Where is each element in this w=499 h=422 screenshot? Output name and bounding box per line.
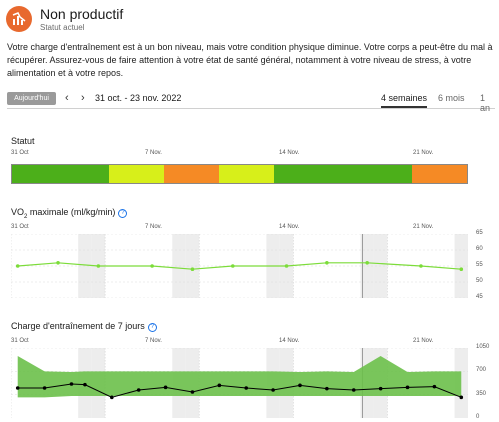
- optimal-range-band: [17, 356, 462, 398]
- vo2-chart: [11, 234, 468, 298]
- tab-1-year[interactable]: 1 an: [480, 93, 491, 113]
- charge-point: [217, 383, 222, 388]
- info-icon[interactable]: ?: [147, 323, 157, 332]
- charge-point: [190, 390, 195, 394]
- date-label: 31 Oct: [11, 338, 29, 344]
- today-button[interactable]: Aujourd'hui: [7, 92, 56, 105]
- chevron-left-icon[interactable]: ‹: [65, 92, 69, 104]
- charge-point: [110, 395, 114, 400]
- charge-chart: [11, 348, 468, 418]
- vo2-point: [96, 264, 101, 268]
- vo2-title-pre: VO: [11, 207, 25, 217]
- date-label: 14 Nov.: [279, 224, 300, 230]
- date-label: 7 Nov.: [145, 224, 162, 230]
- vo2-title: VO2 maximale (ml/kg/min)?: [11, 207, 128, 220]
- charge-point: [405, 385, 410, 390]
- statut-date-labels: 31 Oct 7 Nov. 14 Nov. 21 Nov.: [11, 150, 468, 159]
- y-tick-label: 60: [476, 246, 483, 252]
- status-segment-unproductive: [411, 165, 467, 183]
- vo2-point: [150, 264, 154, 268]
- vo2-point: [230, 264, 235, 268]
- charge-line: [17, 383, 462, 398]
- date-label: 7 Nov.: [145, 150, 162, 156]
- charge-point: [378, 386, 383, 391]
- date-label: 21 Nov.: [413, 150, 434, 156]
- date-label: 7 Nov.: [145, 338, 162, 344]
- charge-point: [459, 395, 464, 400]
- vo2-point: [365, 261, 369, 265]
- tab-6-months[interactable]: 6 mois: [438, 93, 465, 103]
- vo2-point: [284, 264, 289, 268]
- charge-point: [136, 388, 141, 392]
- date-label: 21 Nov.: [413, 338, 434, 344]
- vo2-point: [190, 267, 195, 271]
- vo2-date-labels: 31 Oct 7 Nov. 14 Nov. 21 Nov.: [11, 224, 468, 233]
- status-title: Non productif: [40, 5, 124, 22]
- status-segment-unproductive: [163, 165, 219, 183]
- y-tick-label: 50: [476, 278, 483, 284]
- y-tick-label: 55: [476, 262, 483, 268]
- info-icon[interactable]: ?: [118, 209, 128, 218]
- charge-point: [42, 386, 47, 390]
- status-segment-productive: [12, 165, 109, 183]
- charge-point: [298, 383, 302, 388]
- charge-point: [325, 386, 329, 391]
- charge-date-labels: 31 Oct 7 Nov. 14 Nov. 21 Nov.: [11, 338, 468, 347]
- charge-point: [244, 386, 249, 390]
- y-tick-label: 45: [476, 294, 483, 300]
- date-range: 31 oct. - 23 nov. 2022: [95, 93, 182, 103]
- date-label: 14 Nov.: [279, 338, 300, 344]
- status-segment-productive: [273, 165, 412, 183]
- vo2-title-sub: 2: [24, 213, 28, 220]
- vo2-point: [419, 264, 423, 268]
- status-subtitle: Statut actuel: [40, 22, 85, 32]
- charge-point: [83, 382, 87, 387]
- date-label: 14 Nov.: [279, 150, 300, 156]
- tab-4-weeks[interactable]: 4 semaines: [381, 93, 428, 108]
- y-tick-label: 700: [476, 367, 487, 374]
- chevron-right-icon[interactable]: ›: [81, 92, 85, 104]
- vo2-point: [459, 267, 464, 271]
- status-description: Votre charge d'entraînement est à un bon…: [7, 42, 493, 78]
- status-header: Non productif Statut actuel: [6, 4, 123, 34]
- vo2-title-post: maximale (ml/kg/min): [27, 207, 116, 217]
- statut-title: Statut: [11, 136, 35, 146]
- status-segment-maintaining: [218, 165, 274, 183]
- charge-y-axis: 1050 700 350 0: [476, 344, 498, 420]
- charge-point: [163, 385, 168, 390]
- y-tick-label: 350: [476, 390, 487, 397]
- charge-point: [15, 386, 20, 390]
- charge-title-text: Charge d'entraînement de 7 jours: [11, 321, 145, 331]
- y-tick-label: 0: [476, 414, 480, 420]
- date-toolbar: Aujourd'hui ‹ › 31 oct. - 23 nov. 2022 4…: [7, 91, 495, 113]
- charge-point: [271, 388, 275, 392]
- status-timeline-bar: [11, 164, 468, 184]
- running-trend-down-icon: [6, 6, 32, 32]
- charge-point: [69, 382, 74, 386]
- y-tick-label: 1050: [476, 344, 490, 350]
- status-segment-maintaining: [108, 165, 164, 183]
- charge-point: [351, 388, 356, 392]
- vo2-point: [15, 264, 20, 268]
- vo2-point: [325, 261, 329, 265]
- date-label: 31 Oct: [11, 224, 29, 230]
- date-label: 21 Nov.: [413, 224, 434, 230]
- charge-point: [432, 384, 437, 389]
- y-tick-label: 65: [476, 230, 483, 236]
- charge-title: Charge d'entraînement de 7 jours?: [11, 321, 157, 332]
- vo2-y-axis: 65 55 45 60 50: [476, 230, 498, 300]
- date-label: 31 Oct: [11, 150, 29, 156]
- vo2-point: [56, 261, 60, 265]
